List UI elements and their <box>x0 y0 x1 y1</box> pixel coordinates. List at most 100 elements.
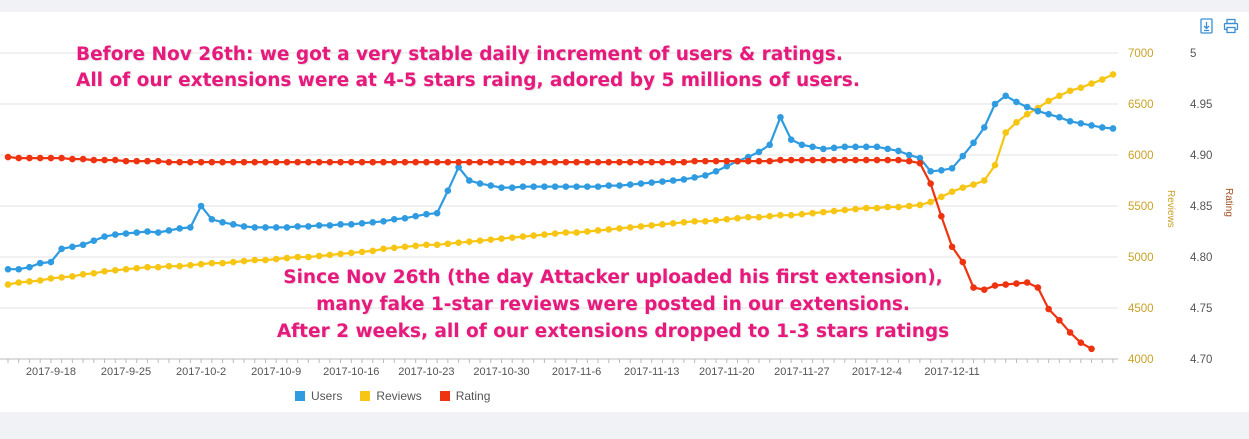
data-point-users[interactable] <box>970 139 977 147</box>
data-point-reviews[interactable] <box>101 267 108 275</box>
data-point-rating[interactable] <box>176 158 183 166</box>
data-point-reviews[interactable] <box>1056 92 1063 100</box>
data-point-rating[interactable] <box>58 154 65 162</box>
data-point-rating[interactable] <box>208 158 216 166</box>
data-point-users[interactable] <box>176 225 183 232</box>
data-point-users[interactable] <box>433 209 441 217</box>
data-point-rating[interactable] <box>862 156 870 164</box>
data-point-reviews[interactable] <box>991 161 999 169</box>
data-point-users[interactable] <box>294 223 301 230</box>
data-point-users[interactable] <box>272 224 280 231</box>
data-point-users[interactable] <box>111 231 119 238</box>
data-point-rating[interactable] <box>1088 345 1095 353</box>
data-point-users[interactable] <box>594 183 602 190</box>
data-point-reviews[interactable] <box>69 273 76 280</box>
data-point-users[interactable] <box>36 259 44 267</box>
data-point-rating[interactable] <box>390 158 398 166</box>
data-point-reviews[interactable] <box>530 232 537 239</box>
data-point-users[interactable] <box>133 229 141 236</box>
data-point-reviews[interactable] <box>15 279 23 286</box>
data-point-users[interactable] <box>616 182 623 189</box>
data-point-reviews[interactable] <box>895 203 902 211</box>
data-point-reviews[interactable] <box>26 278 33 285</box>
data-point-rating[interactable] <box>165 158 173 166</box>
data-point-users[interactable] <box>1066 118 1074 125</box>
data-point-rating[interactable] <box>744 157 752 165</box>
data-point-users[interactable] <box>723 162 731 170</box>
data-point-users[interactable] <box>283 224 291 231</box>
data-point-rating[interactable] <box>648 158 655 166</box>
data-point-users[interactable] <box>487 182 495 189</box>
data-point-reviews[interactable] <box>648 222 655 229</box>
data-point-reviews[interactable] <box>4 281 12 288</box>
data-point-reviews[interactable] <box>605 226 613 233</box>
data-point-users[interactable] <box>702 172 709 179</box>
data-point-reviews[interactable] <box>734 214 741 222</box>
data-point-rating[interactable] <box>895 156 902 164</box>
data-point-users[interactable] <box>326 222 334 229</box>
data-point-users[interactable] <box>884 145 892 153</box>
data-point-reviews[interactable] <box>1098 76 1106 83</box>
data-point-rating[interactable] <box>905 157 913 165</box>
data-point-reviews[interactable] <box>927 198 934 206</box>
data-point-rating[interactable] <box>852 156 859 164</box>
data-point-rating[interactable] <box>798 156 806 164</box>
data-point-rating[interactable] <box>659 158 666 166</box>
data-point-rating[interactable] <box>594 158 602 166</box>
data-point-users[interactable] <box>1077 120 1085 127</box>
data-point-rating[interactable] <box>723 157 731 165</box>
data-point-rating[interactable] <box>820 156 827 164</box>
data-point-users[interactable] <box>380 218 387 225</box>
data-point-reviews[interactable] <box>541 231 548 238</box>
data-point-users[interactable] <box>219 219 226 226</box>
data-point-rating[interactable] <box>1056 316 1063 324</box>
data-point-reviews[interactable] <box>283 254 291 262</box>
data-point-rating[interactable] <box>530 158 537 166</box>
data-point-users[interactable] <box>530 183 537 190</box>
data-point-users[interactable] <box>15 265 23 273</box>
data-point-reviews[interactable] <box>938 193 945 201</box>
data-point-rating[interactable] <box>337 158 344 166</box>
data-point-users[interactable] <box>980 124 988 131</box>
data-point-rating[interactable] <box>187 158 194 166</box>
data-point-reviews[interactable] <box>616 225 623 232</box>
data-point-users[interactable] <box>766 141 773 149</box>
data-point-users[interactable] <box>315 222 323 229</box>
data-point-users[interactable] <box>798 141 806 149</box>
data-point-rating[interactable] <box>541 158 548 166</box>
data-point-users[interactable] <box>305 223 312 230</box>
data-point-users[interactable] <box>369 219 377 226</box>
data-point-rating[interactable] <box>455 158 462 166</box>
data-point-reviews[interactable] <box>272 255 280 263</box>
data-point-rating[interactable] <box>1045 305 1052 313</box>
data-point-users[interactable] <box>251 224 259 231</box>
data-point-reviews[interactable] <box>659 221 666 228</box>
data-point-rating[interactable] <box>916 159 924 167</box>
data-point-reviews[interactable] <box>487 236 495 243</box>
data-point-reviews[interactable] <box>58 274 65 281</box>
data-point-rating[interactable] <box>154 157 162 165</box>
data-point-users[interactable] <box>541 183 548 190</box>
data-point-reviews[interactable] <box>476 237 484 244</box>
legend-item-reviews[interactable]: Reviews <box>360 389 422 403</box>
data-point-rating[interactable] <box>380 158 387 166</box>
print-icon[interactable] <box>1223 18 1239 34</box>
data-point-reviews[interactable] <box>423 241 430 249</box>
data-point-reviews[interactable] <box>702 218 709 225</box>
data-point-users[interactable] <box>122 230 130 237</box>
data-point-users[interactable] <box>659 178 666 185</box>
data-point-reviews[interactable] <box>830 207 838 215</box>
data-point-users[interactable] <box>862 143 870 151</box>
data-point-reviews[interactable] <box>916 201 924 209</box>
data-point-rating[interactable] <box>680 158 688 166</box>
data-point-reviews[interactable] <box>251 256 259 264</box>
data-point-rating[interactable] <box>283 158 291 166</box>
data-point-users[interactable] <box>154 229 162 236</box>
data-point-users[interactable] <box>637 180 645 187</box>
data-point-rating[interactable] <box>315 158 323 166</box>
data-point-users[interactable] <box>1045 110 1052 118</box>
data-point-reviews[interactable] <box>777 211 784 219</box>
data-point-rating[interactable] <box>637 158 645 166</box>
data-point-rating[interactable] <box>884 156 892 164</box>
data-point-reviews[interactable] <box>1088 80 1095 87</box>
